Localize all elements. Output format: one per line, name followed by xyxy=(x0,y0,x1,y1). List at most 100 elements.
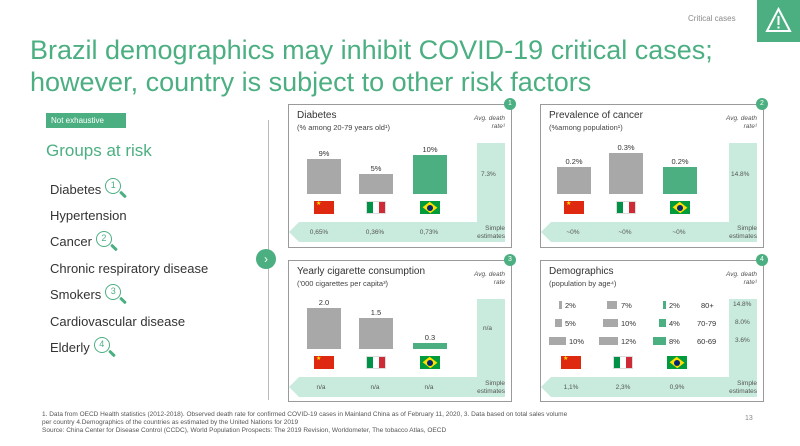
bar-italy xyxy=(359,174,393,194)
bar-italy xyxy=(359,318,393,349)
panel-subtitle: (%among population¹) xyxy=(549,123,623,132)
italy-flag-icon xyxy=(366,201,386,214)
panel-title: Yearly cigarette consumption xyxy=(297,266,426,277)
panel-demographics: Demographics (population by age⁴) Avg. d… xyxy=(540,260,764,402)
demo-value: 7% xyxy=(621,301,632,310)
bar-label: 0.2% xyxy=(671,157,689,166)
estimate-value: 0,65% xyxy=(309,229,329,236)
risk-item-smokers: Smokers 3 xyxy=(50,282,250,308)
demo-bar xyxy=(555,319,562,327)
panel-number: 1 xyxy=(504,98,516,110)
estimate-value: 0,73% xyxy=(419,229,439,236)
panel-title: Demographics xyxy=(549,266,614,277)
chevron-right-icon[interactable]: › xyxy=(256,249,276,269)
risk-item-cancer: Cancer 2 xyxy=(50,229,250,255)
demo-value: 2% xyxy=(669,301,680,310)
panel-subtitle: (population by age⁴) xyxy=(549,279,617,288)
footnotes: 1. Data from OECD Health statistics (201… xyxy=(42,411,722,435)
risk-item-label: Smokers xyxy=(50,287,102,303)
demo-value: 2% xyxy=(565,301,576,310)
demo-bar xyxy=(603,319,618,327)
death-rate-column xyxy=(477,143,505,223)
estimates-label: Simple estimates xyxy=(729,225,757,240)
demo-value: 4% xyxy=(669,319,680,328)
brazil-flag-icon xyxy=(420,201,440,214)
bar-label: 0.3% xyxy=(617,143,635,152)
panel-number: 2 xyxy=(756,98,768,110)
brazil-flag-icon xyxy=(420,356,440,369)
magnifier-icon[interactable]: 1 xyxy=(105,178,128,200)
death-rate-column xyxy=(477,299,505,377)
demo-bar xyxy=(659,319,666,327)
risk-item-label: Hypertension xyxy=(50,208,127,224)
italy-flag-icon xyxy=(613,356,633,369)
panel-number: 4 xyxy=(756,254,768,266)
risk-group-list: Diabetes 1 Hypertension Cancer 2 Chronic… xyxy=(50,176,250,361)
china-flag-icon xyxy=(564,200,584,214)
bar-china xyxy=(557,167,591,194)
risk-item-hypertension: Hypertension xyxy=(50,202,250,228)
panel-title: Diabetes xyxy=(297,110,337,121)
estimate-value: n/a xyxy=(316,384,326,391)
panel-diabetes: Diabetes (% among 20-79 years old¹) Avg.… xyxy=(288,104,512,248)
age-group-label: 60-69 xyxy=(697,337,717,346)
estimates-label: Simple estimates xyxy=(729,380,757,395)
estimates-label: Simple estimates xyxy=(477,225,505,240)
italy-flag-icon xyxy=(616,201,636,214)
estimates-band xyxy=(541,377,757,397)
demo-bar xyxy=(607,301,617,309)
death-rate-value: 7.3% xyxy=(481,171,496,178)
estimate-value: ~0% xyxy=(672,229,686,236)
bar-china xyxy=(307,308,341,349)
bar-label: 0.2% xyxy=(565,157,583,166)
death-rate-column xyxy=(729,143,757,223)
demo-value: 8% xyxy=(669,337,680,346)
magnifier-icon[interactable]: 3 xyxy=(105,283,128,306)
italy-flag-icon xyxy=(366,356,386,369)
estimate-value: ~0% xyxy=(566,229,580,236)
demo-value: 10% xyxy=(621,319,637,328)
demo-value: 10% xyxy=(569,337,585,346)
estimate-value: n/a xyxy=(424,384,434,391)
magnifier-icon[interactable]: 2 xyxy=(95,230,118,253)
age-group-label: 80+ xyxy=(701,301,714,310)
panel-cigarettes: Yearly cigarette consumption ('000 cigar… xyxy=(288,260,512,402)
not-exhaustive-badge: Not exhaustive xyxy=(46,113,126,128)
death-rate-value: n/a xyxy=(483,325,493,332)
risk-item-cardiovascular: Cardiovascular disease xyxy=(50,308,250,334)
risk-item-elderly: Elderly 4 xyxy=(50,334,250,360)
estimate-value: ~0% xyxy=(618,229,632,236)
china-flag-icon xyxy=(561,355,581,369)
demo-bar xyxy=(663,301,666,309)
estimate-value: 2,3% xyxy=(615,384,631,391)
section-label: Critical cases xyxy=(688,14,736,23)
source-line: Source: China Center for Disease Control… xyxy=(42,427,447,434)
china-flag-icon xyxy=(314,355,334,369)
death-rate-value: 14.8% xyxy=(733,301,752,308)
footnote-line: per country 4.Demographics of the countr… xyxy=(42,419,299,426)
magnifier-icon[interactable]: 4 xyxy=(93,336,116,359)
death-rate-header: Avg. death rate¹ xyxy=(726,115,757,130)
bar-italy xyxy=(609,153,643,194)
panel-title: Prevalence of cancer xyxy=(549,110,643,121)
estimate-value: 1,1% xyxy=(563,384,579,391)
risk-item-diabetes: Diabetes 1 xyxy=(50,176,250,202)
death-rate-value: 3.6% xyxy=(735,337,750,344)
risk-item-label: Elderly xyxy=(50,340,90,356)
risk-item-label: Cancer xyxy=(50,234,92,250)
bar-label: 0.3 xyxy=(424,333,436,342)
panel-subtitle: (% among 20-79 years old¹) xyxy=(297,123,390,132)
warning-triangle-icon xyxy=(765,6,792,32)
bar-brazil xyxy=(413,155,447,194)
demo-bar xyxy=(549,337,566,345)
estimates-band xyxy=(289,377,505,397)
demo-bar xyxy=(599,337,618,345)
bar-label: 5% xyxy=(370,164,382,173)
panel-subtitle: ('000 cigarettes per capita³) xyxy=(297,279,389,288)
groups-at-risk-heading: Groups at risk xyxy=(46,141,152,160)
estimates-band xyxy=(289,222,505,242)
bar-label: 10% xyxy=(422,145,438,154)
bar-label: 2.0 xyxy=(318,298,330,307)
estimate-value: 0,9% xyxy=(669,384,685,391)
estimate-value: 0,36% xyxy=(365,229,385,236)
